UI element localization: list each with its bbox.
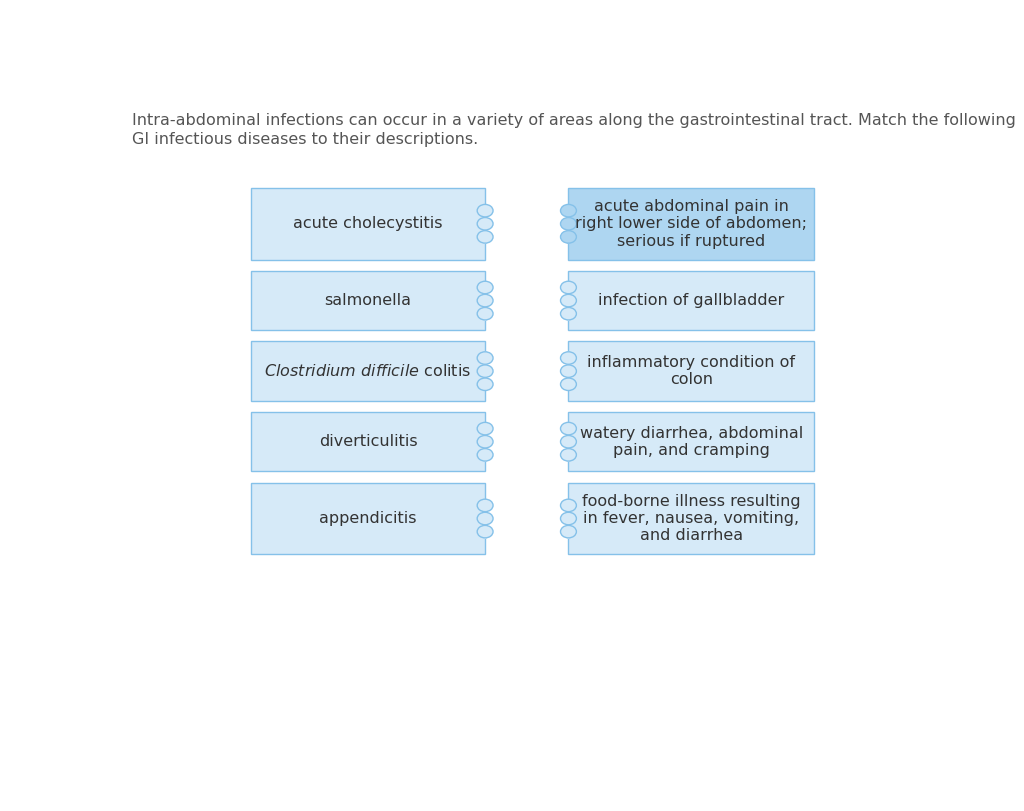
Circle shape	[477, 499, 494, 512]
Circle shape	[477, 448, 494, 461]
FancyBboxPatch shape	[568, 412, 814, 471]
FancyBboxPatch shape	[251, 271, 485, 330]
Circle shape	[560, 352, 577, 364]
Circle shape	[560, 307, 577, 320]
Circle shape	[560, 499, 577, 512]
FancyBboxPatch shape	[484, 351, 486, 391]
Circle shape	[560, 230, 577, 243]
Circle shape	[477, 307, 494, 320]
FancyBboxPatch shape	[251, 483, 485, 555]
FancyBboxPatch shape	[484, 422, 486, 461]
Text: $\mathit{Clostridium\ difficile}$ colitis: $\mathit{Clostridium\ difficile}$ coliti…	[264, 363, 472, 380]
FancyBboxPatch shape	[568, 341, 814, 401]
Text: acute cholecystitis: acute cholecystitis	[293, 217, 442, 231]
Text: appendicitis: appendicitis	[319, 511, 417, 526]
Circle shape	[477, 230, 494, 243]
Circle shape	[477, 281, 494, 294]
Circle shape	[560, 513, 577, 525]
Circle shape	[560, 436, 577, 448]
Circle shape	[477, 378, 494, 391]
Circle shape	[560, 448, 577, 461]
FancyBboxPatch shape	[251, 188, 485, 260]
Text: food-borne illness resulting
in fever, nausea, vomiting,
and diarrhea: food-borne illness resulting in fever, n…	[582, 494, 801, 543]
Circle shape	[560, 378, 577, 391]
Circle shape	[477, 294, 494, 307]
Circle shape	[477, 423, 494, 435]
Circle shape	[477, 365, 494, 377]
FancyBboxPatch shape	[251, 412, 485, 471]
FancyBboxPatch shape	[568, 483, 814, 555]
FancyBboxPatch shape	[567, 281, 569, 320]
Text: diverticulitis: diverticulitis	[318, 434, 418, 449]
FancyBboxPatch shape	[251, 341, 485, 401]
Circle shape	[560, 294, 577, 307]
Text: acute abdominal pain in
right lower side of abdomen;
serious if ruptured: acute abdominal pain in right lower side…	[575, 199, 808, 249]
Text: GI infectious diseases to their descriptions.: GI infectious diseases to their descript…	[132, 131, 478, 147]
Circle shape	[477, 526, 494, 538]
FancyBboxPatch shape	[568, 188, 814, 260]
FancyBboxPatch shape	[567, 422, 569, 461]
Text: inflammatory condition of
colon: inflammatory condition of colon	[588, 355, 796, 388]
Circle shape	[560, 526, 577, 538]
Circle shape	[477, 204, 494, 217]
Circle shape	[477, 513, 494, 525]
Text: infection of gallbladder: infection of gallbladder	[598, 293, 784, 308]
Circle shape	[560, 204, 577, 217]
Circle shape	[560, 423, 577, 435]
Circle shape	[477, 352, 494, 364]
Circle shape	[477, 217, 494, 230]
FancyBboxPatch shape	[567, 499, 569, 539]
Circle shape	[560, 217, 577, 230]
Text: watery diarrhea, abdominal
pain, and cramping: watery diarrhea, abdominal pain, and cra…	[580, 426, 803, 458]
Text: salmonella: salmonella	[325, 293, 412, 308]
FancyBboxPatch shape	[567, 204, 569, 244]
Circle shape	[560, 365, 577, 377]
FancyBboxPatch shape	[484, 499, 486, 539]
Text: Intra-abdominal infections can occur in a variety of areas along the gastrointes: Intra-abdominal infections can occur in …	[132, 113, 1016, 128]
FancyBboxPatch shape	[567, 351, 569, 391]
FancyBboxPatch shape	[568, 271, 814, 330]
Circle shape	[477, 436, 494, 448]
FancyBboxPatch shape	[484, 281, 486, 320]
FancyBboxPatch shape	[484, 204, 486, 244]
Circle shape	[560, 281, 577, 294]
